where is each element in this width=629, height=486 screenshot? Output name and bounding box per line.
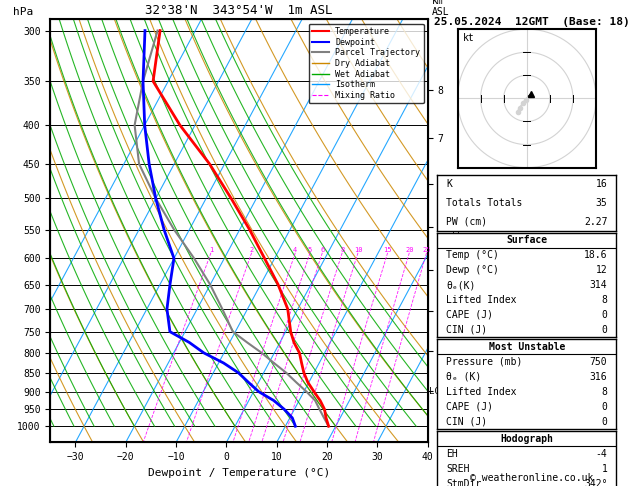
Text: Temp (°C): Temp (°C) bbox=[446, 250, 499, 260]
Text: 1: 1 bbox=[601, 464, 608, 474]
Text: 25: 25 bbox=[422, 247, 431, 253]
Text: CIN (J): CIN (J) bbox=[446, 417, 487, 427]
Text: 16: 16 bbox=[596, 179, 608, 189]
Text: -4: -4 bbox=[596, 449, 608, 459]
Text: Most Unstable: Most Unstable bbox=[489, 342, 565, 352]
Text: 20: 20 bbox=[405, 247, 413, 253]
Text: 15: 15 bbox=[383, 247, 392, 253]
Text: kt: kt bbox=[463, 34, 475, 43]
Text: hPa: hPa bbox=[13, 7, 33, 17]
Text: 5: 5 bbox=[308, 247, 312, 253]
Text: 12: 12 bbox=[596, 265, 608, 275]
X-axis label: Dewpoint / Temperature (°C): Dewpoint / Temperature (°C) bbox=[148, 468, 330, 478]
Text: Dewp (°C): Dewp (°C) bbox=[446, 265, 499, 275]
Title: 32°38'N  343°54'W  1m ASL: 32°38'N 343°54'W 1m ASL bbox=[145, 4, 333, 17]
Text: CAPE (J): CAPE (J) bbox=[446, 310, 493, 320]
Text: 2: 2 bbox=[250, 247, 253, 253]
Text: Lifted Index: Lifted Index bbox=[446, 387, 516, 397]
Text: 8: 8 bbox=[340, 247, 344, 253]
Text: Hodograph: Hodograph bbox=[500, 434, 554, 444]
Text: 4: 4 bbox=[293, 247, 298, 253]
Text: 6: 6 bbox=[320, 247, 325, 253]
Text: StmDir: StmDir bbox=[446, 479, 481, 486]
Text: LCL: LCL bbox=[429, 387, 445, 396]
Text: PW (cm): PW (cm) bbox=[446, 217, 487, 226]
Text: Surface: Surface bbox=[506, 235, 547, 245]
Y-axis label: Mixing Ratio (g/kg): Mixing Ratio (g/kg) bbox=[450, 175, 460, 287]
Legend: Temperature, Dewpoint, Parcel Trajectory, Dry Adiabat, Wet Adiabat, Isotherm, Mi: Temperature, Dewpoint, Parcel Trajectory… bbox=[309, 24, 423, 103]
Text: θₑ (K): θₑ (K) bbox=[446, 372, 481, 382]
Text: θₑ(K): θₑ(K) bbox=[446, 280, 476, 290]
Text: Totals Totals: Totals Totals bbox=[446, 198, 523, 208]
Text: Pressure (mb): Pressure (mb) bbox=[446, 357, 523, 367]
Text: 1: 1 bbox=[209, 247, 213, 253]
Text: K: K bbox=[446, 179, 452, 189]
Text: 314: 314 bbox=[590, 280, 608, 290]
Text: CAPE (J): CAPE (J) bbox=[446, 401, 493, 412]
Text: Lifted Index: Lifted Index bbox=[446, 295, 516, 305]
Text: CIN (J): CIN (J) bbox=[446, 325, 487, 335]
Text: 2.27: 2.27 bbox=[584, 217, 608, 226]
Text: 8: 8 bbox=[601, 295, 608, 305]
Text: 10: 10 bbox=[353, 247, 362, 253]
Text: EH: EH bbox=[446, 449, 458, 459]
Text: 25.05.2024  12GMT  (Base: 18): 25.05.2024 12GMT (Base: 18) bbox=[433, 17, 629, 27]
Text: 0: 0 bbox=[601, 310, 608, 320]
Text: 342°: 342° bbox=[584, 479, 608, 486]
Text: km
ASL: km ASL bbox=[431, 0, 449, 17]
Text: 0: 0 bbox=[601, 325, 608, 335]
Text: © weatheronline.co.uk: © weatheronline.co.uk bbox=[470, 473, 593, 483]
Text: 0: 0 bbox=[601, 401, 608, 412]
Text: 750: 750 bbox=[590, 357, 608, 367]
Text: 18.6: 18.6 bbox=[584, 250, 608, 260]
Text: 8: 8 bbox=[601, 387, 608, 397]
Text: 35: 35 bbox=[596, 198, 608, 208]
Text: 0: 0 bbox=[601, 417, 608, 427]
Text: SREH: SREH bbox=[446, 464, 470, 474]
Text: 316: 316 bbox=[590, 372, 608, 382]
